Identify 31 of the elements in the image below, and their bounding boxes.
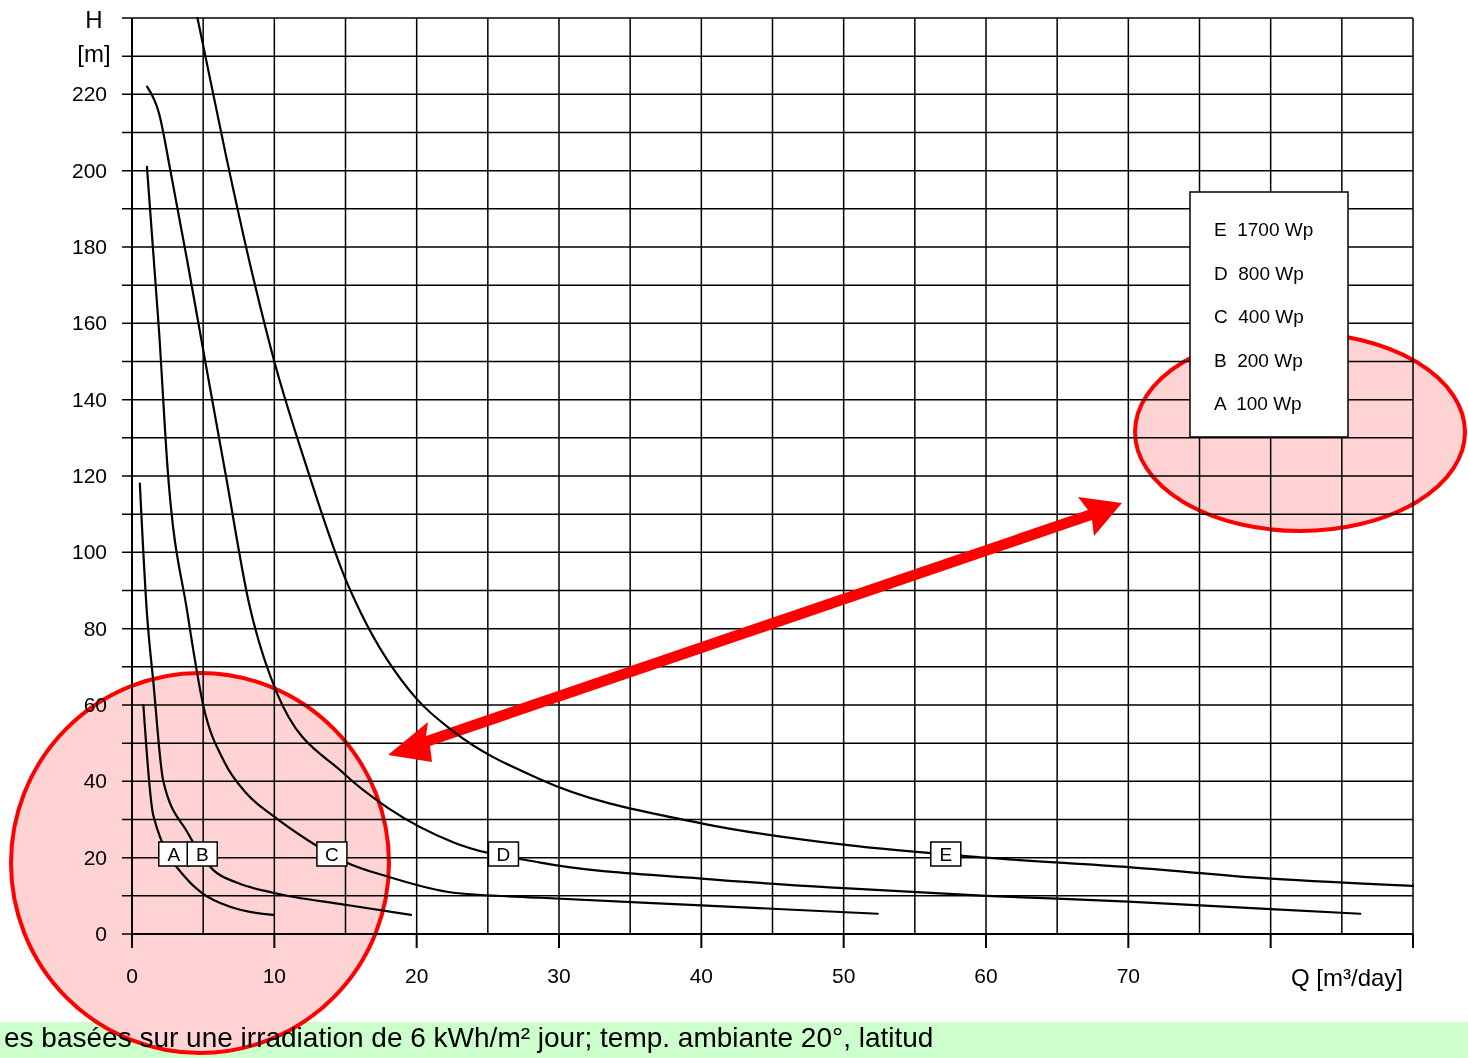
x-tick-label: 70 [1116, 964, 1141, 987]
y-tick-label: 0 [95, 922, 107, 945]
x-tick-label: 60 [974, 964, 998, 987]
x-tick-label: 30 [547, 964, 571, 987]
series-label: D [496, 844, 511, 865]
y-tick-label: 200 [71, 158, 107, 182]
x-axis-title: Q [m³/day] [1290, 964, 1404, 991]
y-axis-title: H [m] [77, 6, 111, 67]
y-tick-label: 180 [71, 235, 107, 258]
x-tick-label: 50 [831, 964, 856, 987]
y-tick-label: 40 [83, 769, 107, 793]
annotation: E 1700 Wp [1214, 219, 1314, 240]
y-tick-label: 80 [83, 616, 107, 640]
x-tick-label: 20 [404, 964, 429, 987]
series-label: A [167, 844, 181, 865]
y-tick-label: 20 [83, 845, 107, 869]
annotation: D 800 Wp [1214, 262, 1304, 284]
x-tick-label: 0 [126, 964, 138, 987]
x-tick-label: 40 [689, 964, 714, 987]
series-label: E [939, 844, 953, 865]
y-tick-label: 100 [71, 540, 107, 564]
y-tick-label: 220 [71, 82, 107, 106]
legend-label: B [195, 844, 209, 865]
y-tick-label: 120 [71, 464, 107, 487]
y-tick-label: 160 [71, 311, 107, 335]
annotation: C 400 Wp [1214, 306, 1304, 327]
annotation: B 200 Wp [1214, 349, 1303, 371]
y-tick-label: 140 [71, 387, 107, 411]
series-label: C [325, 844, 339, 865]
x-tick-label: 10 [262, 964, 287, 987]
annotation: A 100 Wp [1214, 393, 1302, 414]
